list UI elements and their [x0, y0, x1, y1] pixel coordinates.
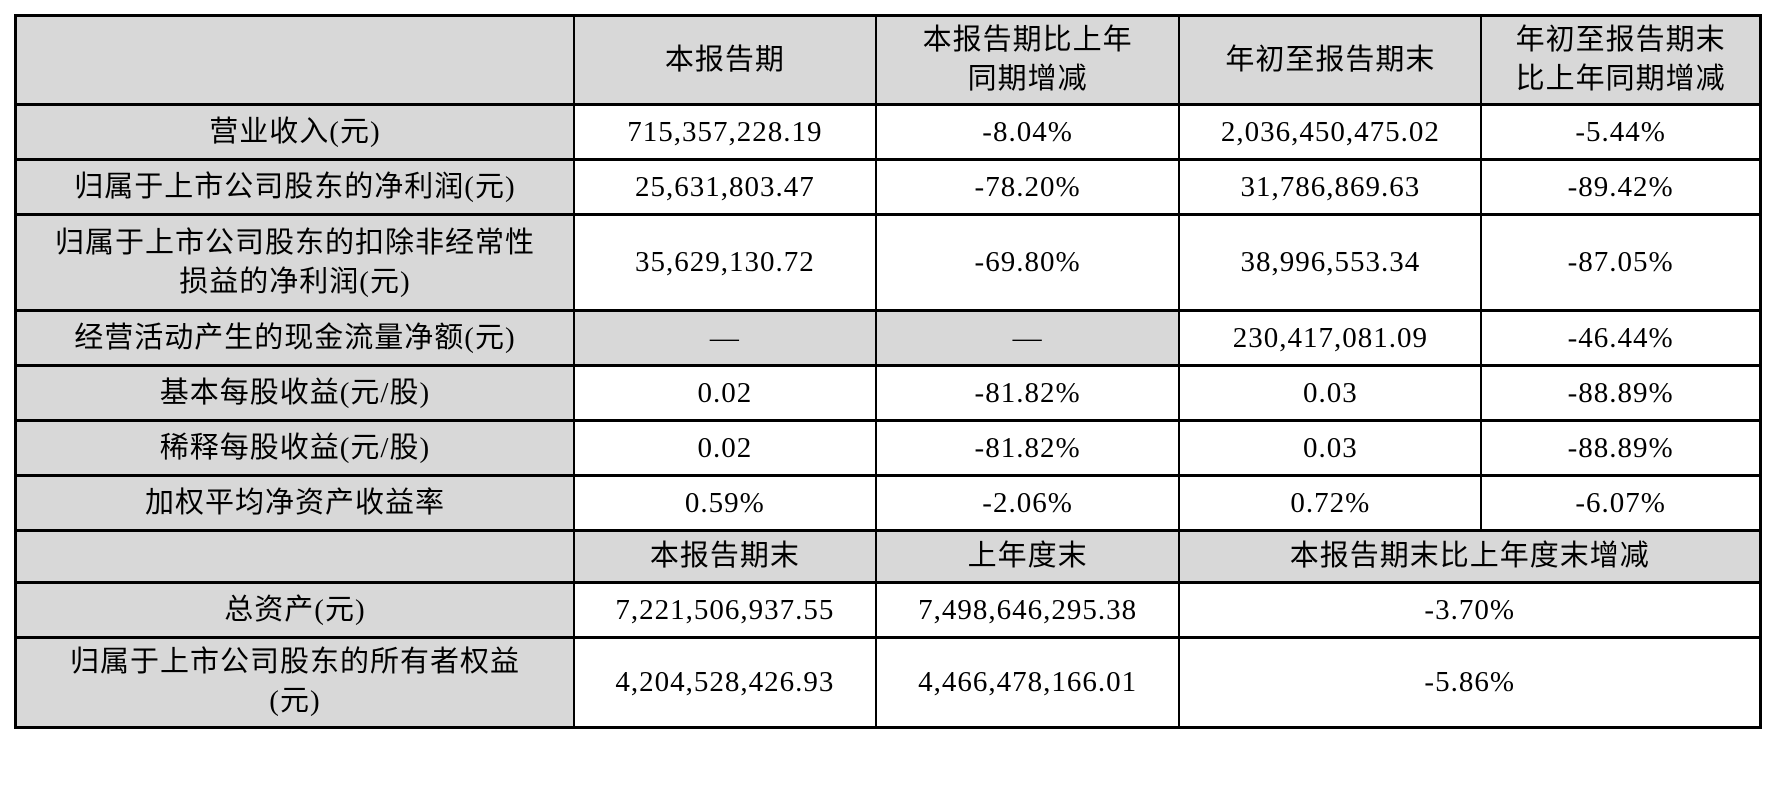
row-net-profit-current-yoy: -78.20%	[874, 158, 1181, 217]
row-net-profit-excl-current: 35,629,130.72	[572, 213, 877, 313]
row-diluted-eps-current-yoy: -81.82%	[874, 419, 1181, 478]
row-roe-label: 加权平均净资产收益率	[14, 474, 575, 533]
row-total-assets-change: -3.70%	[1178, 581, 1762, 640]
row-cash-flow-label: 经营活动产生的现金流量净额(元)	[14, 309, 575, 368]
row-net-profit-ytd-yoy: -89.42%	[1480, 158, 1762, 217]
row-cash-flow-ytd: 230,417,081.09	[1178, 309, 1483, 368]
row-net-profit-excl-current-yoy: -69.80%	[874, 213, 1181, 313]
row-owners-equity: 归属于上市公司股东的所有者权益 (元) 4,204,528,426.93 4,4…	[14, 636, 1762, 729]
row-net-profit-excl-ytd: 38,996,553.34	[1178, 213, 1483, 313]
row-owners-equity-label: 归属于上市公司股东的所有者权益 (元)	[14, 636, 575, 729]
section1-corner-cell	[14, 13, 575, 107]
row-basic-eps-ytd-yoy: -88.89%	[1480, 364, 1762, 423]
row-total-assets-prev-year-end: 7,498,646,295.38	[874, 581, 1181, 640]
row-basic-eps-ytd: 0.03	[1178, 364, 1483, 423]
row-net-profit-ytd: 31,786,869.63	[1178, 158, 1483, 217]
row-revenue-ytd: 2,036,450,475.02	[1178, 103, 1483, 162]
row-roe-ytd: 0.72%	[1178, 474, 1483, 533]
row-basic-eps-label: 基本每股收益(元/股)	[14, 364, 575, 423]
row-owners-equity-change: -5.86%	[1178, 636, 1762, 729]
row-roe-ytd-yoy: -6.07%	[1480, 474, 1762, 533]
row-net-profit: 归属于上市公司股东的净利润(元) 25,631,803.47 -78.20% 3…	[14, 158, 1762, 217]
row-cash-flow-current-yoy: —	[874, 309, 1181, 368]
row-total-assets-period-end: 7,221,506,937.55	[572, 581, 877, 640]
section2-header-row: 本报告期末 上年度末 本报告期末比上年度末增减	[14, 529, 1762, 585]
section1-header-row: 本报告期 本报告期比上年 同期增减 年初至报告期末 年初至报告期末 比上年同期增…	[14, 13, 1762, 107]
section1-header-ytd-yoy: 年初至报告期末 比上年同期增减	[1480, 13, 1762, 107]
row-net-profit-excl-nonrecurring: 归属于上市公司股东的扣除非经常性 损益的净利润(元) 35,629,130.72…	[14, 213, 1762, 313]
financial-summary-table: 本报告期 本报告期比上年 同期增减 年初至报告期末 年初至报告期末 比上年同期增…	[14, 13, 1762, 729]
row-diluted-eps: 稀释每股收益(元/股) 0.02 -81.82% 0.03 -88.89%	[14, 419, 1762, 478]
row-cash-flow-ytd-yoy: -46.44%	[1480, 309, 1762, 368]
row-net-profit-excl-label: 归属于上市公司股东的扣除非经常性 损益的净利润(元)	[14, 213, 575, 313]
section2-header-change: 本报告期末比上年度末增减	[1178, 529, 1762, 585]
row-revenue: 营业收入(元) 715,357,228.19 -8.04% 2,036,450,…	[14, 103, 1762, 162]
row-revenue-label: 营业收入(元)	[14, 103, 575, 162]
row-diluted-eps-current: 0.02	[572, 419, 877, 478]
row-total-assets: 总资产(元) 7,221,506,937.55 7,498,646,295.38…	[14, 581, 1762, 640]
row-roe-current-yoy: -2.06%	[874, 474, 1181, 533]
section1-header-current: 本报告期	[572, 13, 877, 107]
row-net-profit-excl-ytd-yoy: -87.05%	[1480, 213, 1762, 313]
section2-header-prev-year-end: 上年度末	[874, 529, 1181, 585]
row-roe-current: 0.59%	[572, 474, 877, 533]
row-basic-eps-current: 0.02	[572, 364, 877, 423]
row-total-assets-label: 总资产(元)	[14, 581, 575, 640]
row-revenue-current-yoy: -8.04%	[874, 103, 1181, 162]
row-basic-eps-current-yoy: -81.82%	[874, 364, 1181, 423]
section2-corner-cell	[14, 529, 575, 585]
row-net-profit-label: 归属于上市公司股东的净利润(元)	[14, 158, 575, 217]
row-basic-eps: 基本每股收益(元/股) 0.02 -81.82% 0.03 -88.89%	[14, 364, 1762, 423]
row-weighted-avg-roe: 加权平均净资产收益率 0.59% -2.06% 0.72% -6.07%	[14, 474, 1762, 533]
row-net-profit-current: 25,631,803.47	[572, 158, 877, 217]
row-owners-equity-prev-year-end: 4,466,478,166.01	[874, 636, 1181, 729]
row-operating-cash-flow: 经营活动产生的现金流量净额(元) — — 230,417,081.09 -46.…	[14, 309, 1762, 368]
row-diluted-eps-label: 稀释每股收益(元/股)	[14, 419, 575, 478]
row-revenue-current: 715,357,228.19	[572, 103, 877, 162]
section1-header-ytd: 年初至报告期末	[1178, 13, 1483, 107]
row-owners-equity-period-end: 4,204,528,426.93	[572, 636, 877, 729]
row-diluted-eps-ytd: 0.03	[1178, 419, 1483, 478]
section2-header-period-end: 本报告期末	[572, 529, 877, 585]
row-diluted-eps-ytd-yoy: -88.89%	[1480, 419, 1762, 478]
row-revenue-ytd-yoy: -5.44%	[1480, 103, 1762, 162]
row-cash-flow-current: —	[572, 309, 877, 368]
section1-header-current-yoy: 本报告期比上年 同期增减	[874, 13, 1181, 107]
